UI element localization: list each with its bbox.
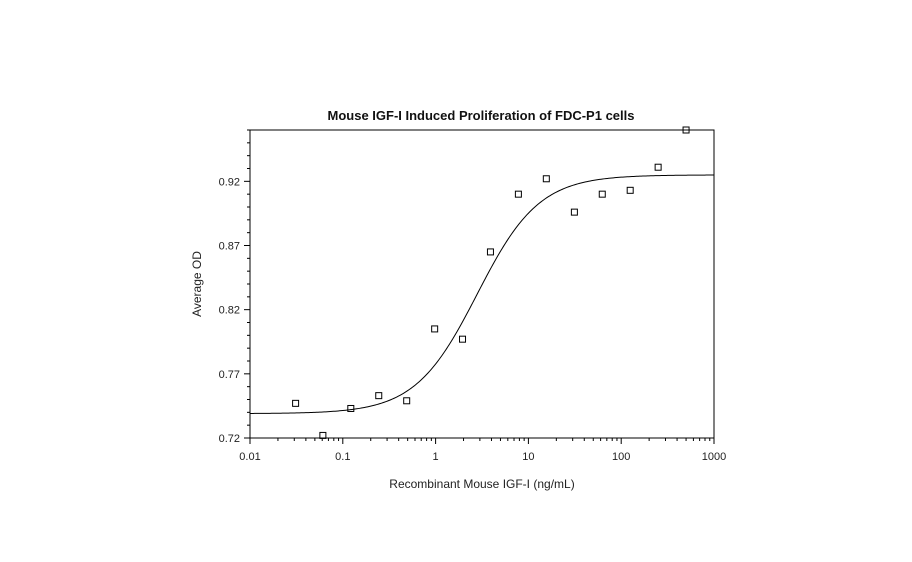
data-points <box>292 126 690 439</box>
fit-curve <box>249 174 715 414</box>
x-tick-label: 1 <box>433 451 439 463</box>
x-tick-label: 0.1 <box>335 451 350 463</box>
y-tick-label: 0.92 <box>219 176 240 188</box>
data-point <box>682 126 690 134</box>
data-point <box>375 392 383 400</box>
data-point <box>459 335 467 343</box>
x-tick-label: 10 <box>522 451 534 463</box>
y-tick-label: 0.82 <box>219 305 240 317</box>
x-tick-label: 100 <box>612 451 630 463</box>
data-point <box>486 248 494 256</box>
y-tick-label: 0.72 <box>219 433 240 445</box>
data-point <box>403 397 411 405</box>
y-tick-label: 0.87 <box>219 241 240 253</box>
data-point <box>570 208 578 216</box>
x-tick-label: 0.01 <box>239 451 260 463</box>
data-point <box>431 325 439 333</box>
x-tick-label: 1000 <box>702 451 726 463</box>
data-point <box>654 163 662 171</box>
y-axis-label: Average OD <box>190 251 204 317</box>
x-axis-ticks: 0.01 0.1 1 10 100 1000 <box>239 438 726 463</box>
data-point <box>626 186 634 194</box>
data-point <box>292 399 300 407</box>
data-point <box>319 431 327 439</box>
data-point <box>514 190 522 198</box>
y-axis-ticks: 0.72 0.77 0.82 0.87 0.92 <box>219 129 250 445</box>
x-axis-label: Recombinant Mouse IGF-I (ng/mL) <box>389 477 574 491</box>
data-point <box>347 404 355 412</box>
y-tick-label: 0.77 <box>219 369 240 381</box>
data-point <box>598 190 606 198</box>
chart-title: Mouse IGF-I Induced Proliferation of FDC… <box>328 108 635 123</box>
data-point <box>542 175 550 183</box>
